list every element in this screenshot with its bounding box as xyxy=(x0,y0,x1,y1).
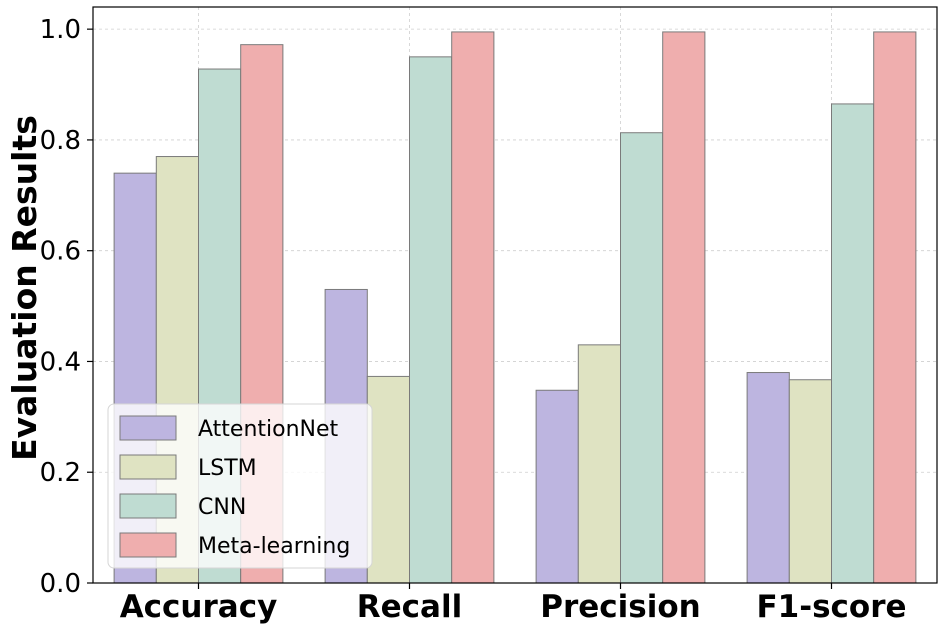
legend-box xyxy=(107,403,373,569)
bar-meta-learning-f1-score: Meta-learning — F1-score: 0.995 xyxy=(873,31,917,584)
plot-frame xyxy=(92,6,938,584)
x-category-label: Recall xyxy=(357,589,462,625)
legend-label: Meta-learning xyxy=(198,534,350,559)
x-category-label: F1-score xyxy=(756,589,906,625)
y-axis-ticks: 0.0 0.2 0.4 0.6 0.8 1.0 xyxy=(40,15,93,599)
legend-label: LSTM xyxy=(198,456,257,481)
legend-swatch xyxy=(119,415,177,441)
x-category-label: Precision xyxy=(540,589,700,625)
legend-swatch xyxy=(119,493,177,519)
legend-label: AttentionNet xyxy=(198,417,339,442)
bar-meta-learning-precision: Meta-learning — Precision: 0.995 xyxy=(662,31,706,584)
y-tick-label: 0.6 xyxy=(40,237,81,267)
bar-lstm-recall: LSTM — Recall: 0.373 xyxy=(366,375,410,584)
y-tick-label: 1.0 xyxy=(40,15,81,45)
x-axis-categories: Accuracy Recall Precision F1-score xyxy=(120,583,907,625)
legend-swatch xyxy=(119,532,177,558)
bar-lstm-f1-score: LSTM — F1-score: 0.367 xyxy=(788,379,832,584)
bar-meta-learning-recall: Meta-learning — Recall: 0.995 xyxy=(451,31,495,584)
legend-label: CNN xyxy=(198,495,246,520)
x-category-label: Accuracy xyxy=(120,589,278,625)
bar-cnn-recall: CNN — Recall: 0.95 xyxy=(409,56,453,584)
y-tick-label: 0.2 xyxy=(40,458,81,488)
bar-lstm-precision: LSTM — Precision: 0.43 xyxy=(577,344,621,584)
y-tick-label: 0.4 xyxy=(40,347,81,377)
legend-swatch xyxy=(119,454,177,480)
y-tick-label: 0.0 xyxy=(40,569,81,599)
bar-cnn-f1-score: CNN — F1-score: 0.865 xyxy=(831,103,875,584)
legend: AttentionNet LSTM CNN Meta-learning xyxy=(107,403,373,569)
y-tick-label: 0.8 xyxy=(40,126,81,156)
bar-attentionnet-f1-score: AttentionNet — F1-score: 0.38 xyxy=(746,372,790,584)
bar-attentionnet-precision: AttentionNet — Precision: 0.348 xyxy=(535,389,579,584)
bar-cnn-precision: CNN — Precision: 0.813 xyxy=(620,132,664,584)
y-axis-title: Evaluation Results xyxy=(5,115,44,461)
